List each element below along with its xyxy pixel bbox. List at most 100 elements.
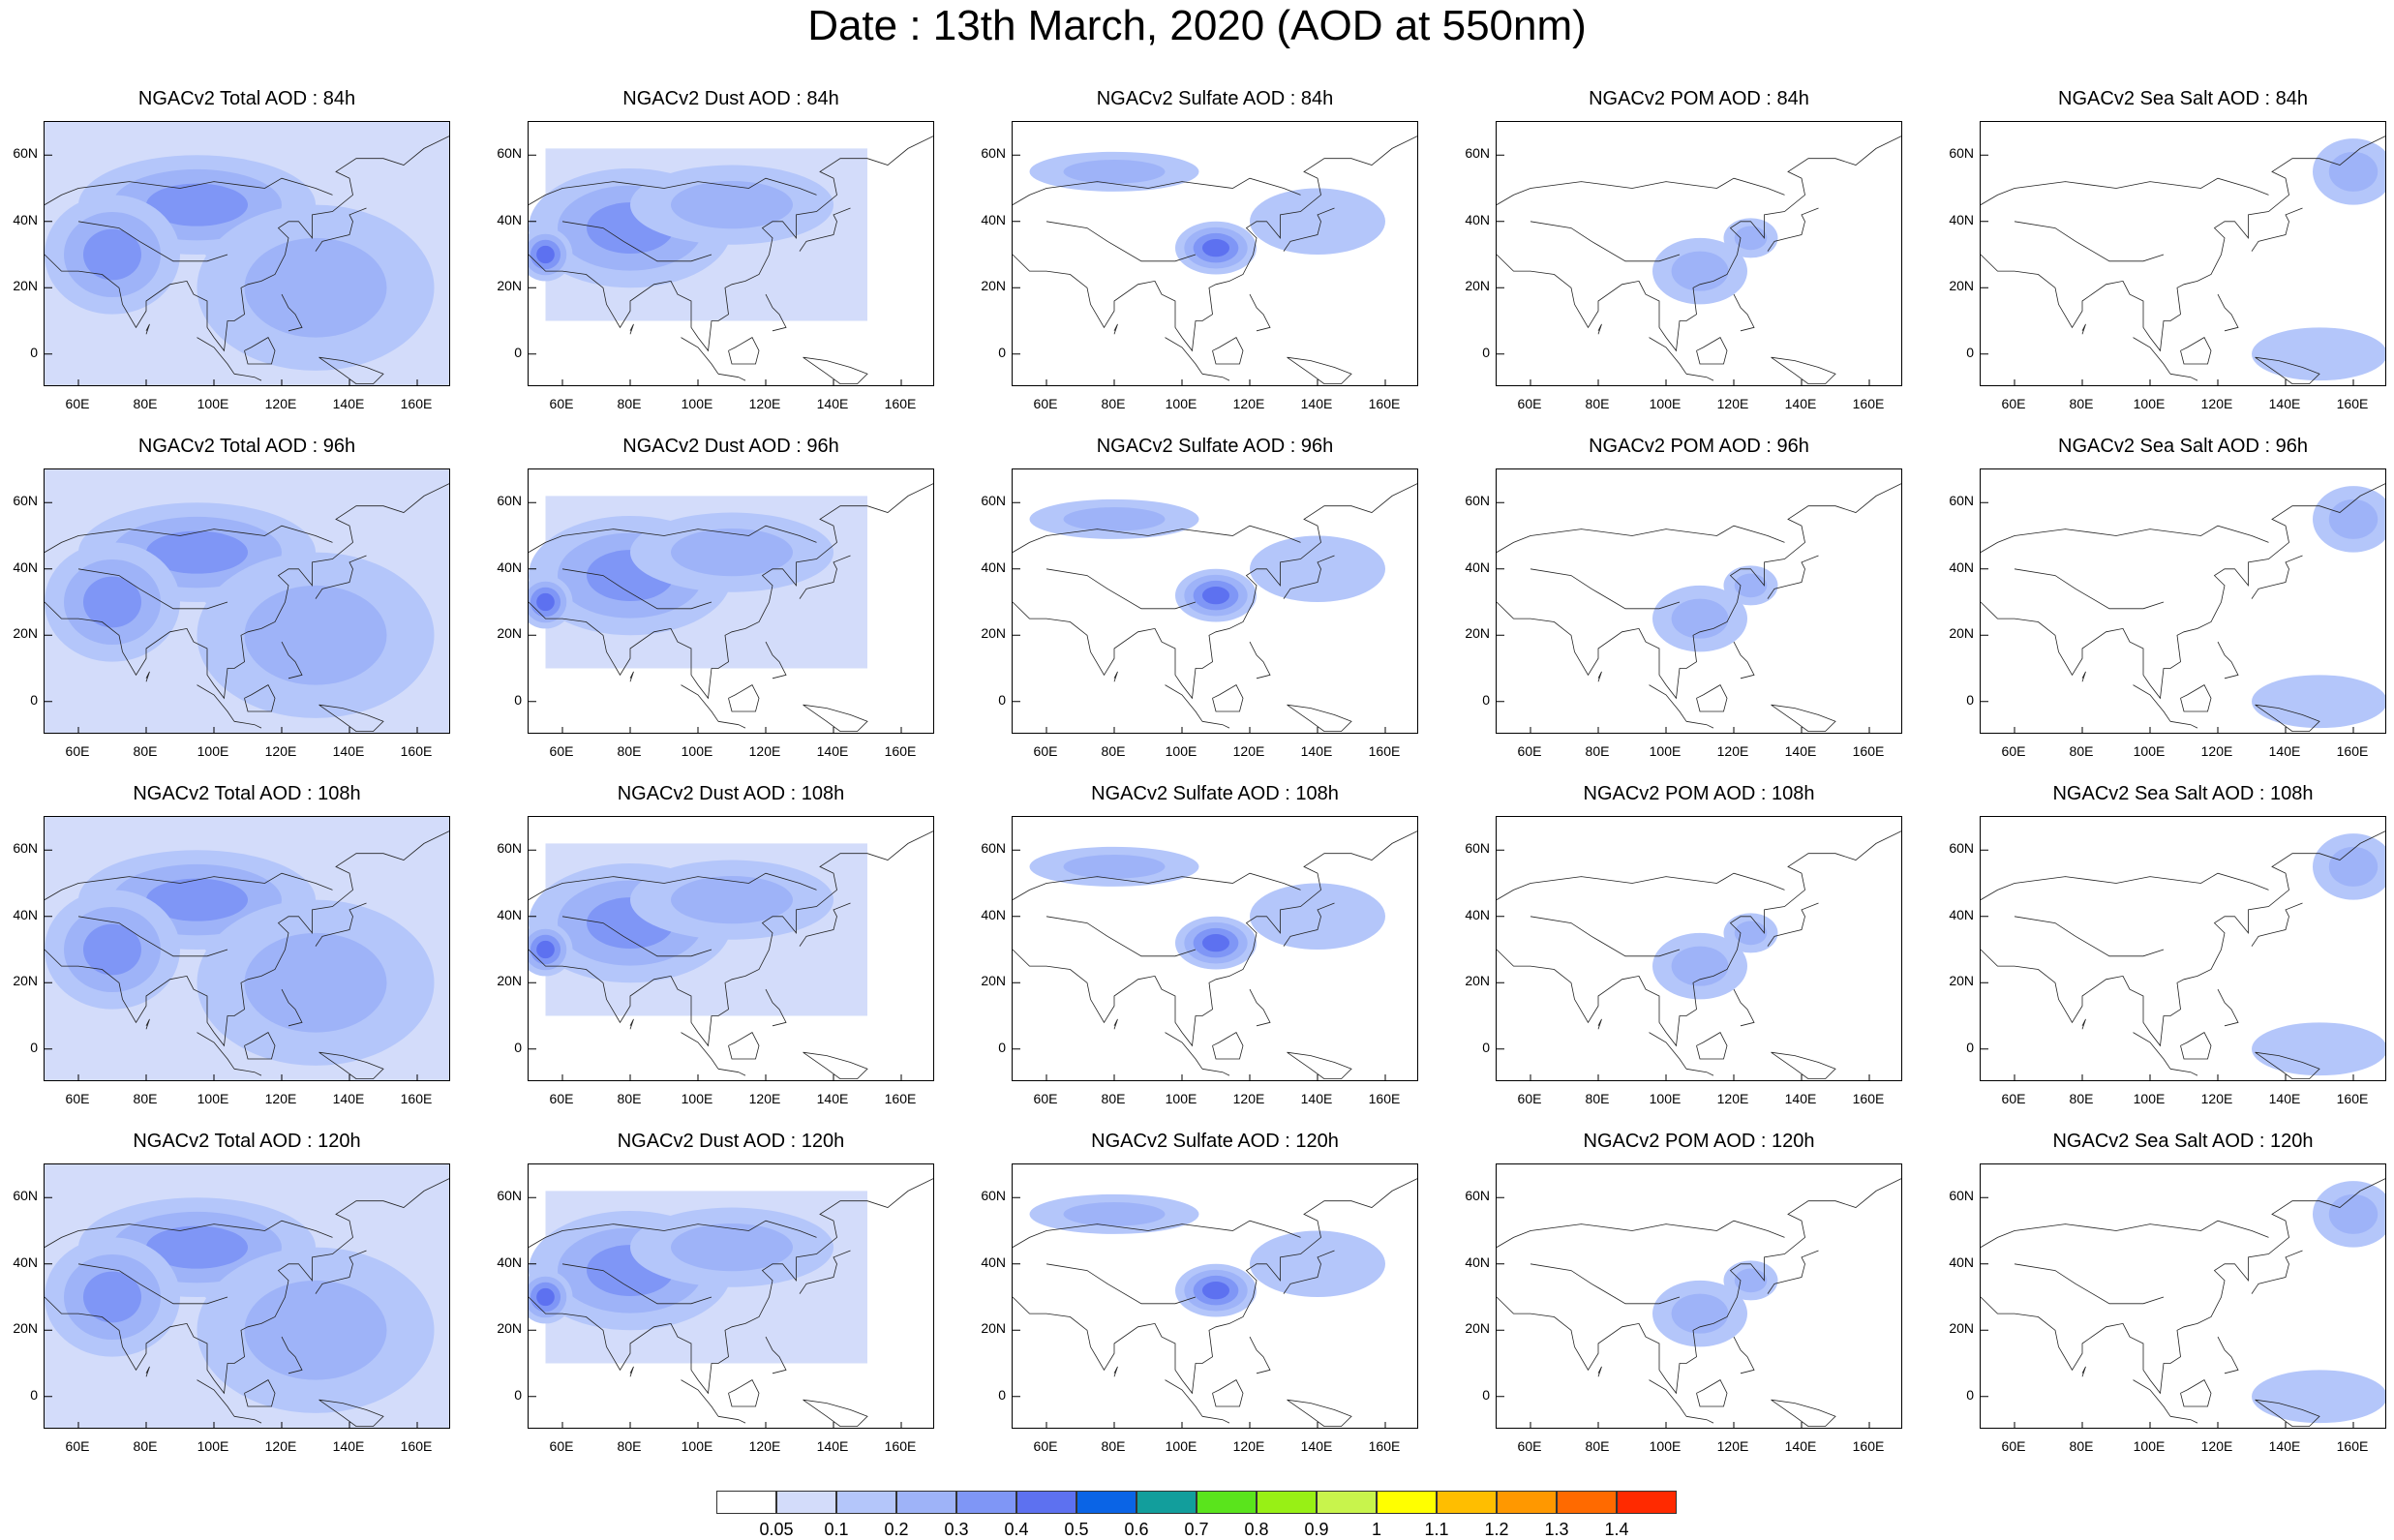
coastline (765, 1336, 787, 1374)
aod-contour (1671, 251, 1729, 291)
aod-field (1981, 830, 2385, 1080)
coastline (717, 720, 746, 729)
colorbar-label: 0.3 (944, 1520, 969, 1539)
coastline (1013, 177, 1301, 205)
coastline (1981, 525, 2269, 553)
coastline (145, 1018, 150, 1030)
coastline (1981, 136, 2385, 352)
coastline (629, 323, 634, 335)
coastline (2081, 1018, 2086, 1030)
lat-label: 40N (497, 1253, 522, 1270)
aod-contour (146, 1225, 248, 1269)
coastline (529, 136, 933, 352)
aod-contour (1734, 921, 1768, 946)
coastline (529, 1220, 817, 1248)
coastline (2217, 1336, 2239, 1374)
lon-label: 160E (1368, 1438, 1401, 1454)
panel-title: NGACv2 Dust AOD : 96h (622, 436, 839, 457)
coastline (799, 207, 851, 252)
lat-label: 0 (1966, 344, 1974, 360)
lon-label: 160E (2336, 743, 2369, 759)
panel-title: NGACv2 Sulfate AOD : 96h (1096, 436, 1334, 457)
colorbar-label: 1.3 (1544, 1520, 1569, 1539)
lat-label: 0 (1966, 1039, 1974, 1055)
lon-label: 60E (1033, 1438, 1058, 1454)
coastline (197, 1379, 235, 1417)
aod-field (45, 469, 449, 733)
coastline (244, 337, 276, 365)
coastline (1249, 988, 1271, 1027)
lon-label: 140E (2268, 743, 2301, 759)
coastline (2251, 1250, 2303, 1294)
coastline (1685, 373, 1714, 381)
aod-contour (2328, 151, 2379, 192)
lat-label: 20N (1949, 625, 1974, 642)
lon-label: 60E (549, 1438, 574, 1454)
aod-contour (671, 528, 793, 577)
coastline (1201, 1415, 1230, 1424)
map-panel: NGACv2 Total AOD : 120h 60N 40N 20N 0 60E 80E 1… (13, 1131, 450, 1454)
map-frame (528, 121, 934, 386)
coastline (318, 1051, 384, 1080)
colorbar-swatch (1016, 1491, 1076, 1514)
coastline (1530, 221, 1681, 262)
coastline (1530, 1263, 1681, 1305)
coastline (145, 1366, 150, 1377)
coastline (1013, 525, 1301, 553)
coastline (1113, 1366, 1118, 1377)
aod-contour (2328, 498, 2379, 539)
aod-contour (146, 183, 248, 226)
lon-label: 160E (2336, 1091, 2369, 1106)
lon-label: 100E (1165, 396, 1197, 411)
lon-label: 60E (2001, 396, 2026, 411)
coastline (281, 1336, 303, 1374)
lat-label: 60N (13, 1188, 38, 1204)
coastline (561, 221, 712, 262)
coastline (728, 1032, 760, 1060)
coastline (315, 207, 367, 252)
lon-label: 100E (197, 396, 229, 411)
coastline (2180, 684, 2212, 712)
coastline (2255, 704, 2320, 733)
lon-label: 160E (400, 743, 433, 759)
aod-contour (146, 878, 248, 921)
lon-label: 140E (2268, 396, 2301, 411)
map-frame (1980, 1163, 2386, 1429)
lat-label: 60N (981, 493, 1006, 509)
coastline (1201, 720, 1230, 729)
lon-label: 80E (133, 396, 158, 411)
lon-label: 100E (1649, 1438, 1682, 1454)
coastline (1497, 1178, 1901, 1395)
coastline (1287, 356, 1352, 385)
colorbar-swatch (1317, 1491, 1377, 1514)
colorbar-label: 0.1 (824, 1520, 849, 1539)
lon-label: 80E (617, 743, 642, 759)
aod-contour (1671, 1293, 1729, 1334)
lon-label: 60E (1517, 743, 1542, 759)
aod-field (1013, 1178, 1417, 1428)
lon-label: 60E (2001, 1438, 2026, 1454)
coastline (1597, 323, 1602, 335)
aod-field (45, 1164, 449, 1428)
map-frame (1496, 1163, 1902, 1429)
map-frame (1980, 121, 2386, 386)
aod-contour (2328, 846, 2379, 887)
colorbar-label: 1 (1371, 1520, 1381, 1539)
coastline (244, 1032, 276, 1060)
coastline (145, 671, 150, 682)
lat-label: 20N (981, 278, 1006, 294)
aod-contour (1734, 573, 1768, 598)
lon-label: 60E (1033, 743, 1058, 759)
coastline (1767, 555, 1819, 599)
map-panel: NGACv2 Sulfate AOD : 96h 60N 40N 20N 0 60E 80E… (981, 436, 1418, 759)
coastline (1767, 902, 1819, 947)
lon-label: 80E (1585, 1438, 1610, 1454)
lon-label: 160E (400, 1438, 433, 1454)
colorbar-swatch (1617, 1491, 1677, 1514)
lon-label: 140E (816, 396, 849, 411)
coastline (1771, 1051, 1836, 1080)
lat-label: 20N (981, 1320, 1006, 1337)
lon-label: 160E (1852, 1091, 1885, 1106)
lat-label: 0 (1482, 691, 1490, 708)
coastline (765, 641, 787, 679)
